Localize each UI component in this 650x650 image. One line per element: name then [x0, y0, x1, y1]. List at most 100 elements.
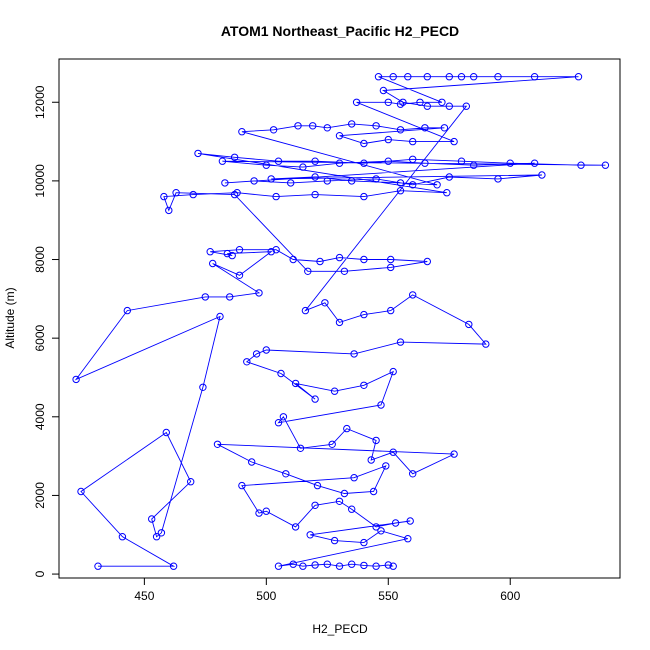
data-point [172, 189, 180, 197]
data-point [311, 501, 319, 509]
data-point [530, 73, 539, 81]
data-point [360, 159, 368, 167]
data-point [274, 157, 283, 165]
data-point [323, 124, 331, 132]
data-point [148, 515, 156, 523]
data-point [360, 310, 368, 319]
data-point [335, 497, 344, 505]
x-axis-label: H2_PECD [312, 622, 368, 636]
data-point [360, 381, 368, 389]
data-point [301, 306, 310, 315]
data-point [377, 401, 385, 409]
data-point [335, 318, 344, 327]
data-point [423, 102, 431, 110]
data-point [445, 102, 453, 110]
data-point [328, 440, 336, 448]
data-point [348, 177, 356, 185]
data-point [423, 257, 431, 266]
data-point [457, 73, 466, 81]
data-point [335, 132, 344, 140]
data-point [306, 531, 314, 539]
data-point [235, 246, 244, 254]
data-point [372, 523, 380, 531]
data-point [384, 135, 392, 144]
data-point [223, 249, 232, 258]
data-point [296, 444, 305, 452]
data-point [348, 120, 356, 128]
data-point [243, 358, 251, 366]
data-point [235, 271, 244, 279]
data-point [440, 124, 449, 132]
data-point [382, 462, 390, 470]
data-point [433, 181, 441, 189]
data-point [311, 395, 319, 403]
data-point [396, 179, 405, 187]
data-point [348, 505, 356, 513]
data-point [494, 73, 502, 81]
data-point [250, 177, 258, 185]
data-point [162, 428, 171, 437]
data-point [389, 562, 397, 570]
data-point [409, 155, 417, 164]
data-point [304, 267, 312, 275]
data-point [313, 481, 322, 490]
data-point [457, 157, 466, 165]
data-point [272, 246, 280, 254]
data-point [372, 562, 380, 570]
data-point [360, 561, 368, 570]
data-point [352, 98, 361, 107]
data-point [350, 350, 358, 358]
data-point [194, 149, 202, 158]
data-point [384, 98, 392, 107]
data-point [189, 190, 197, 199]
x-tick-label: 450 [134, 589, 154, 603]
data-point [421, 124, 429, 132]
data-point [335, 253, 344, 262]
data-point [123, 306, 132, 315]
x-tick-label: 600 [500, 589, 520, 603]
data-point [216, 312, 224, 321]
data-point [360, 538, 368, 547]
series-line [74, 76, 606, 567]
data-point [269, 126, 278, 134]
data-point [389, 367, 397, 376]
data-point [262, 161, 270, 169]
data-point [409, 137, 417, 146]
data-point [311, 561, 319, 569]
data-point [462, 102, 470, 110]
series-lines [74, 76, 606, 567]
data-point [118, 533, 127, 541]
data-point [450, 450, 458, 458]
data-point [255, 509, 263, 517]
data-point [277, 369, 285, 378]
data-point [340, 267, 349, 275]
data-point [209, 259, 217, 268]
data-point [228, 251, 236, 260]
data-point [311, 173, 319, 181]
data-point [218, 157, 227, 165]
data-point [443, 189, 451, 197]
data-point [423, 73, 431, 81]
data-point [72, 375, 80, 384]
plot-frame [58, 58, 621, 579]
data-point [465, 320, 473, 329]
data-point [369, 487, 378, 496]
data-point [360, 139, 368, 148]
data-point [330, 387, 339, 395]
data-point [335, 562, 344, 570]
data-point [384, 157, 392, 165]
data-point [396, 126, 405, 134]
y-axis-label: Altitude (m) [3, 287, 17, 348]
data-point [404, 535, 412, 543]
data-point [399, 98, 407, 107]
data-point [367, 456, 375, 464]
data-point [360, 255, 368, 264]
data-point [157, 529, 166, 537]
data-point [199, 383, 207, 391]
data-point [279, 413, 288, 421]
data-point [267, 175, 275, 183]
data-point [330, 536, 339, 545]
data-point [374, 73, 383, 81]
data-point [348, 560, 356, 568]
data-point [323, 560, 331, 568]
